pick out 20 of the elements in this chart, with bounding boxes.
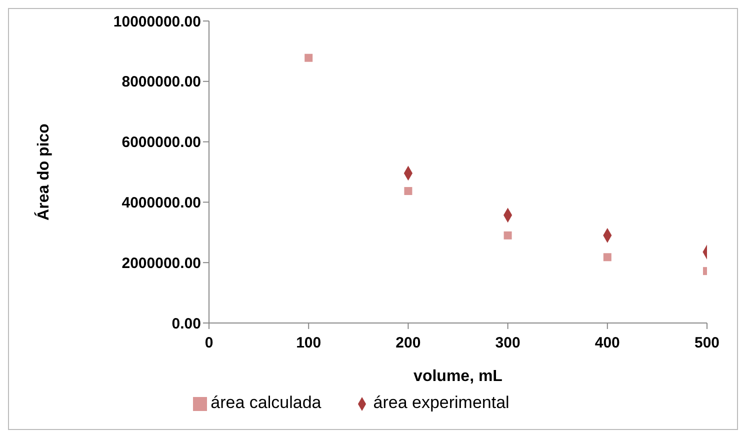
y-tick-label: 4000000.00 (122, 194, 201, 212)
y-tick-label: 2000000.00 (122, 254, 201, 272)
y-tick-label: 8000000.00 (122, 74, 201, 91)
y-tick-label: 0.00 (172, 315, 201, 332)
x-tick-label: 400 (594, 334, 620, 352)
y-tick-label: 10000000.00 (113, 13, 201, 30)
point (504, 231, 512, 240)
legend-label: área calculada (210, 393, 322, 412)
legend-label: área experimental (373, 393, 510, 412)
x-tick-label: 200 (396, 334, 421, 352)
x-axis-title: volume, mL (414, 368, 503, 385)
y-axis-title: Área do pico (34, 123, 53, 220)
x-tick-label: 500 (694, 334, 720, 352)
x-tick-label: 300 (495, 334, 520, 352)
point (404, 187, 412, 196)
y-tick-label: 6000000.00 (122, 134, 201, 152)
point (603, 253, 612, 262)
x-tick-label: 100 (296, 334, 322, 352)
x-tick-label: 0 (204, 334, 214, 352)
point (304, 54, 313, 62)
